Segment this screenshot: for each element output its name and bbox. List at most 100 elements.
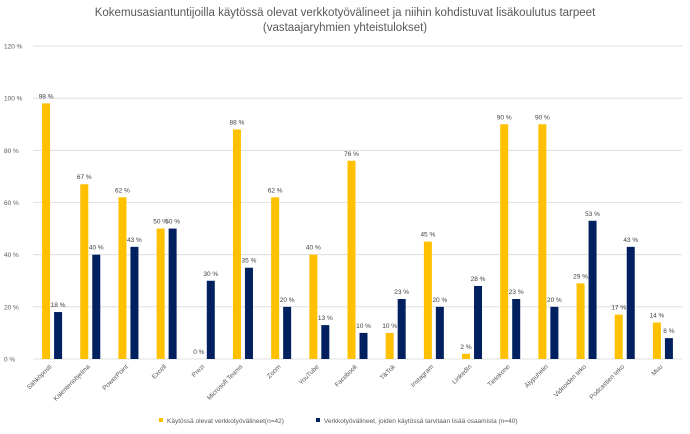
data-label: 28 % — [471, 276, 486, 283]
legend-swatch-series-1 — [159, 418, 163, 422]
bar-series-1 — [271, 197, 280, 359]
bar-series-2 — [92, 254, 101, 359]
bar-series-1 — [576, 283, 585, 359]
data-label: 10 % — [382, 323, 397, 330]
data-label: 20 % — [432, 297, 447, 304]
data-label: 76 % — [344, 151, 359, 158]
data-label: 0 % — [193, 349, 204, 356]
x-tick-label: LinkedIn — [451, 363, 474, 386]
data-label: 40 % — [89, 245, 104, 252]
bar-series-1 — [309, 254, 318, 359]
bar-series-2 — [130, 246, 139, 359]
data-label: 35 % — [242, 258, 257, 265]
y-axis: 0 % 20 % 40 % 60 % 80 % 100 % 120 % — [4, 44, 23, 364]
bar-series-1 — [500, 124, 509, 359]
data-label: 14 % — [649, 312, 664, 319]
data-label: 98 % — [39, 93, 54, 100]
x-tick-label: Kalenteriohjelma — [52, 363, 91, 402]
bar-series-2 — [54, 312, 63, 359]
data-label: 23 % — [394, 289, 409, 296]
data-label: 2 % — [460, 344, 471, 351]
bar-series-1 — [80, 184, 89, 359]
bar-series-2 — [397, 299, 406, 359]
data-label: 90 % — [497, 114, 512, 121]
x-tick-label: Prezi — [191, 363, 206, 378]
legend-swatch-series-2 — [316, 418, 320, 422]
bars — [42, 103, 673, 359]
x-tick-label: Älypuhelin — [523, 362, 550, 389]
data-label: 43 % — [127, 237, 142, 244]
data-label: 29 % — [573, 273, 588, 280]
y-tick-label: 100 % — [4, 96, 23, 103]
data-label: 10 % — [356, 323, 371, 330]
bar-series-2 — [283, 306, 292, 359]
data-label: 30 % — [203, 271, 218, 278]
bar-series-1 — [118, 197, 127, 359]
data-label: 50 % — [165, 219, 180, 226]
bar-series-1 — [462, 353, 471, 359]
data-labels: 98 % 18 % 67 % 40 % 62 % 43 % 50 %50 % 0 % 30 % 8… — [39, 93, 675, 356]
x-tick-label: TikTok — [379, 363, 398, 382]
x-tick-label: Instagram — [410, 363, 435, 388]
data-label: 17 % — [611, 305, 626, 312]
bar-series-1 — [232, 129, 241, 359]
bar-series-2 — [321, 325, 330, 359]
bar-series-2 — [512, 299, 521, 359]
x-tick-label: Sähköposti — [26, 363, 54, 391]
bar-series-1 — [156, 228, 165, 359]
bar-series-1 — [652, 322, 661, 359]
data-label: 90 % — [535, 114, 550, 121]
gridlines — [33, 45, 682, 360]
data-label: 88 % — [230, 119, 245, 126]
bar-series-2 — [474, 285, 483, 359]
bar-series-2 — [359, 332, 368, 359]
x-tick-label: Tietokone — [487, 363, 512, 388]
x-tick-label: Videoiden teko — [553, 363, 589, 399]
bar-series-1 — [385, 332, 394, 359]
data-label: 50 % — [153, 219, 168, 226]
data-label: 62 % — [115, 187, 130, 194]
bar-series-2 — [168, 228, 177, 359]
data-label: 8 % — [663, 328, 674, 335]
data-label: 40 % — [306, 245, 321, 252]
bar-series-1 — [423, 241, 432, 359]
chart-subtitle: (vastaajaryhmien yhteistulokset) — [263, 22, 427, 34]
x-tick-label: Zoom — [266, 363, 283, 380]
x-tick-label: YouTube — [298, 363, 321, 386]
y-tick-label: 40 % — [4, 252, 19, 259]
legend-label-series-2: Verkkotyövälineet, joiden käytössä tarvi… — [324, 418, 517, 425]
bar-series-2 — [550, 306, 559, 359]
x-tick-label: PowerPoint — [101, 363, 130, 392]
bar-series-2 — [588, 220, 597, 359]
x-tick-label: Podcastien teko — [588, 363, 626, 401]
x-tick-label: Muu — [650, 363, 664, 377]
y-tick-label: 20 % — [4, 304, 19, 311]
data-label: 18 % — [51, 302, 66, 309]
x-tick-label: Facebook — [334, 363, 360, 389]
bar-series-1 — [347, 160, 356, 359]
bar-series-2 — [435, 306, 444, 359]
bar-series-2 — [206, 280, 215, 359]
bar-series-1 — [614, 314, 623, 359]
bar-series-1 — [538, 124, 547, 359]
chart-title: Kokemusasiantuntijoilla käytössä olevat … — [95, 7, 596, 19]
data-label: 13 % — [318, 315, 333, 322]
y-tick-label: 0 % — [4, 357, 15, 364]
legend: Käytössä olevat verkkotyövälineet(n=42) … — [159, 418, 517, 425]
data-label: 53 % — [585, 211, 600, 218]
x-tick-label: Excell — [151, 363, 169, 381]
y-tick-label: 80 % — [4, 148, 19, 155]
bar-series-2 — [626, 246, 635, 359]
bar-series-2 — [244, 267, 253, 359]
data-label: 45 % — [420, 232, 435, 239]
bar-series-1 — [42, 103, 51, 359]
y-tick-label: 60 % — [4, 200, 19, 207]
data-label: 20 % — [280, 297, 295, 304]
data-label: 20 % — [547, 297, 562, 304]
data-label: 62 % — [268, 187, 283, 194]
bar-series-2 — [664, 338, 673, 359]
y-tick-label: 120 % — [4, 44, 23, 51]
data-label: 23 % — [509, 289, 524, 296]
